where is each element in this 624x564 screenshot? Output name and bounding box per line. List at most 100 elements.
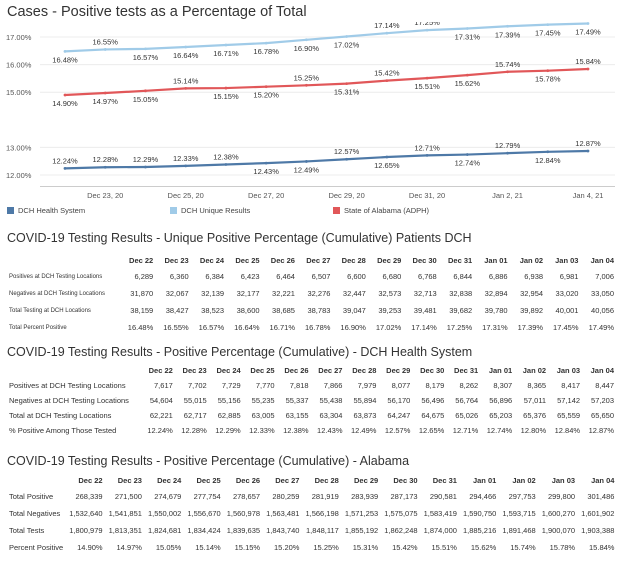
table-cell: 7,617 bbox=[154, 381, 173, 390]
table-cell: 278,657 bbox=[232, 492, 261, 501]
data-label: 17.49% bbox=[575, 28, 601, 37]
table-cell: 63,155 bbox=[285, 411, 309, 420]
table-cell: 6,360 bbox=[169, 272, 189, 281]
table-cell: 1,583,419 bbox=[423, 509, 457, 518]
legend-item-dch-unique-results: DCH Unique Results bbox=[170, 206, 250, 215]
column-header: Dec 25 bbox=[196, 476, 221, 485]
table-cell: 1,556,670 bbox=[187, 509, 221, 518]
table-cell: 6,680 bbox=[382, 272, 402, 281]
data-point bbox=[103, 165, 107, 169]
legend-item-dch-health-system: DCH Health System bbox=[7, 206, 85, 215]
table-cell: 56,496 bbox=[421, 396, 445, 405]
legend-label: DCH Health System bbox=[18, 206, 86, 215]
data-label: 15.15% bbox=[213, 92, 239, 101]
table-cell: 32,067 bbox=[165, 289, 189, 298]
data-point bbox=[546, 23, 550, 27]
table-cell: 7,866 bbox=[323, 381, 343, 390]
y-tick-label: 17.00% bbox=[6, 33, 32, 42]
data-label: 12.71% bbox=[414, 143, 440, 152]
table-cell: 271,500 bbox=[114, 492, 142, 501]
data-point bbox=[586, 67, 590, 71]
table-title-dch-health-system: COVID-19 Testing Results - Positive Perc… bbox=[7, 345, 473, 359]
table-cell: 39,682 bbox=[449, 306, 473, 315]
table-cell: 15.15% bbox=[234, 543, 261, 552]
table-cell: 6,464 bbox=[276, 272, 295, 281]
table-cell: 12.74% bbox=[486, 426, 513, 435]
table-cell: 62,221 bbox=[149, 411, 173, 420]
column-header: Dec 28 bbox=[352, 366, 377, 375]
data-point bbox=[425, 28, 429, 32]
table-row: Negatives at DCH Testing Locations 54,604… bbox=[7, 393, 617, 408]
column-header: Dec 28 bbox=[314, 476, 339, 485]
table-cell: 38,427 bbox=[165, 306, 189, 315]
table-cell: 39,047 bbox=[342, 306, 366, 315]
column-header: Dec 26 bbox=[270, 256, 295, 265]
table-cell: 32,447 bbox=[342, 289, 366, 298]
data-point bbox=[63, 166, 67, 170]
table-cell: 16.55% bbox=[163, 323, 189, 332]
data-label: 12.65% bbox=[374, 161, 400, 170]
table-cell: 16.64% bbox=[234, 323, 260, 332]
table-cell: 301,486 bbox=[587, 492, 615, 501]
data-point bbox=[103, 48, 107, 51]
data-label: 16.90% bbox=[294, 44, 320, 53]
table-cell: 1,813,351 bbox=[108, 526, 142, 535]
data-point bbox=[385, 155, 389, 159]
series-line bbox=[64, 149, 589, 170]
data-label: 15.84% bbox=[575, 57, 601, 66]
table-row: Total Negatives 1,532,640 1,541,851 1,550,0… bbox=[7, 505, 617, 522]
table-cell: 15.05% bbox=[155, 543, 182, 552]
table-cell: 55,337 bbox=[285, 396, 309, 405]
table-cell: 17.14% bbox=[411, 323, 437, 332]
table-row: Total Tests 1,800,979 1,813,351 1,824,681 1,… bbox=[7, 522, 617, 539]
table-cell: 15.25% bbox=[313, 543, 339, 552]
table-cell: 1,862,248 bbox=[384, 526, 418, 535]
column-header: Dec 28 bbox=[341, 256, 366, 265]
table-cell: 55,235 bbox=[251, 396, 275, 405]
table-cell: 15.20% bbox=[274, 543, 300, 552]
column-header: Dec 30 bbox=[420, 366, 445, 375]
table-cell: 32,713 bbox=[413, 289, 437, 298]
table-cell: 32,177 bbox=[236, 289, 260, 298]
data-point bbox=[63, 93, 67, 97]
column-header: Dec 31 bbox=[432, 476, 457, 485]
y-tick-label: 13.00% bbox=[6, 143, 32, 152]
table-cell: 12.49% bbox=[350, 426, 377, 435]
data-label: 12.84% bbox=[535, 156, 561, 165]
table-cell: 55,438 bbox=[319, 396, 343, 405]
data-point bbox=[546, 69, 550, 73]
table-cell: 1,855,192 bbox=[344, 526, 379, 535]
data-label: 12.87% bbox=[575, 139, 601, 148]
table-cell: 6,768 bbox=[417, 272, 437, 281]
table-cell: 15.74% bbox=[510, 543, 536, 552]
chart-title: Cases - Positive tests as a Percentage o… bbox=[7, 4, 307, 20]
table-cell: 15.31% bbox=[352, 543, 379, 552]
table-cell: 38,523 bbox=[201, 306, 225, 315]
column-header: Dec 22 bbox=[129, 256, 154, 265]
table-cell: 17.25% bbox=[446, 323, 473, 332]
data-label: 16.71% bbox=[213, 49, 239, 58]
table-cell: 1,571,253 bbox=[344, 509, 379, 518]
column-header: Jan 01 bbox=[488, 366, 513, 375]
data-point bbox=[345, 82, 349, 86]
table-cell: 12.84% bbox=[554, 426, 581, 435]
table-cell: 8,365 bbox=[527, 381, 547, 390]
data-label: 15.31% bbox=[334, 88, 360, 97]
data-point bbox=[144, 89, 147, 93]
data-point bbox=[586, 149, 590, 153]
table-cell: 6,844 bbox=[453, 272, 473, 281]
data-point bbox=[63, 49, 67, 53]
data-point bbox=[506, 24, 509, 28]
table-cell: 38,783 bbox=[307, 306, 331, 315]
table-cell: 57,011 bbox=[523, 396, 547, 405]
table-cell: 64,675 bbox=[421, 411, 445, 420]
column-header: Jan 04 bbox=[590, 366, 614, 375]
table-cell: 12.65% bbox=[418, 426, 445, 435]
column-header: Jan 03 bbox=[551, 476, 576, 485]
table-cell: 38,159 bbox=[130, 306, 154, 315]
column-header: Dec 31 bbox=[447, 256, 473, 265]
row-label: Total Testing at DCH Locations bbox=[9, 307, 91, 314]
table-cell: 12.80% bbox=[520, 426, 547, 435]
column-header: Dec 22 bbox=[148, 366, 173, 375]
table-cell: 299,800 bbox=[547, 492, 576, 501]
